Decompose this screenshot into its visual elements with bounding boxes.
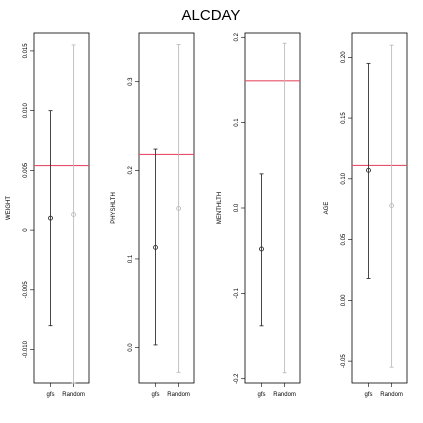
panel-menthlth: -0.2 -0.1 0.0 0.1 0.2 MENTHLTH gfs Random	[217, 32, 301, 398]
y-tick-label-age: -0.05	[341, 354, 347, 368]
point-marker-random-physhlth	[176, 205, 182, 211]
y-tick-label-weight: -0.010	[23, 340, 29, 358]
y-tick-label-weight: 0.005	[23, 162, 29, 178]
panels: -0.010 -0.005 0 0.005 0.010 0.015 WEIGHT gfs Ran…	[6, 32, 408, 398]
category-label-weight: Random	[62, 392, 85, 398]
y-tick-label-physhlth: 0.0	[128, 343, 134, 352]
y-axis-label-age: AGE	[324, 202, 330, 215]
panel-age: -0.05 0.00 0.05 0.10 0.15 0.20 AGE gfs Random	[324, 32, 408, 398]
y-tick-label-menthlth: 0.0	[234, 203, 240, 212]
y-tick-label-physhlth: 0.2	[128, 166, 134, 175]
point-marker-gfs-age	[366, 167, 371, 173]
y-tick-label-menthlth: -0.2	[234, 373, 240, 384]
category-label-age: Random	[380, 392, 403, 398]
plot-frame-age	[351, 32, 408, 384]
category-label-physhlth: Random	[167, 392, 190, 398]
y-tick-label-age: 0.10	[341, 172, 347, 184]
point-marker-random-age	[389, 203, 395, 209]
plot-frame-menthlth	[244, 32, 301, 384]
y-tick-label-menthlth: 0.1	[234, 118, 240, 127]
category-label-physhlth: gfs	[151, 392, 159, 398]
panel-weight: -0.010 -0.005 0 0.005 0.010 0.015 WEIGHT gfs Ran…	[6, 32, 90, 398]
y-tick-label-age: 0.20	[341, 51, 347, 63]
y-tick-label-weight: -0.005	[23, 281, 29, 299]
category-label-menthlth: Random	[273, 392, 296, 398]
point-marker-random-weight	[71, 212, 77, 218]
y-axis-label-weight: WEIGHT	[6, 196, 12, 220]
y-tick-label-weight: 0.015	[23, 43, 29, 59]
y-tick-label-menthlth: 0.2	[234, 32, 240, 41]
y-tick-label-age: 0.05	[341, 233, 347, 245]
y-tick-label-weight: 0.010	[23, 102, 29, 118]
y-tick-label-physhlth: 0.3	[128, 77, 134, 86]
point-marker-gfs-menthlth	[259, 246, 264, 252]
point-marker-gfs-physhlth	[153, 244, 158, 250]
category-label-age: gfs	[364, 392, 372, 398]
y-tick-label-age: 0.15	[341, 112, 347, 124]
panel-physhlth: 0.0 0.1 0.2 0.3 PHYSHLTH gfs Random	[111, 32, 195, 398]
plot-frame-weight	[33, 32, 90, 384]
point-marker-gfs-weight	[48, 215, 53, 221]
plot-frame-physhlth	[138, 32, 195, 384]
y-tick-label-age: 0.00	[341, 294, 347, 306]
category-label-menthlth: gfs	[257, 392, 265, 398]
y-axis-label-physhlth: PHYSHLTH	[111, 192, 117, 224]
category-label-weight: gfs	[46, 392, 54, 398]
y-axis-label-menthlth: MENTHLTH	[217, 192, 223, 224]
y-tick-label-physhlth: 0.1	[128, 254, 134, 263]
figure-title: ALCDAY	[182, 7, 241, 24]
y-tick-label-weight: 0	[23, 228, 29, 232]
y-tick-label-menthlth: -0.1	[234, 288, 240, 299]
